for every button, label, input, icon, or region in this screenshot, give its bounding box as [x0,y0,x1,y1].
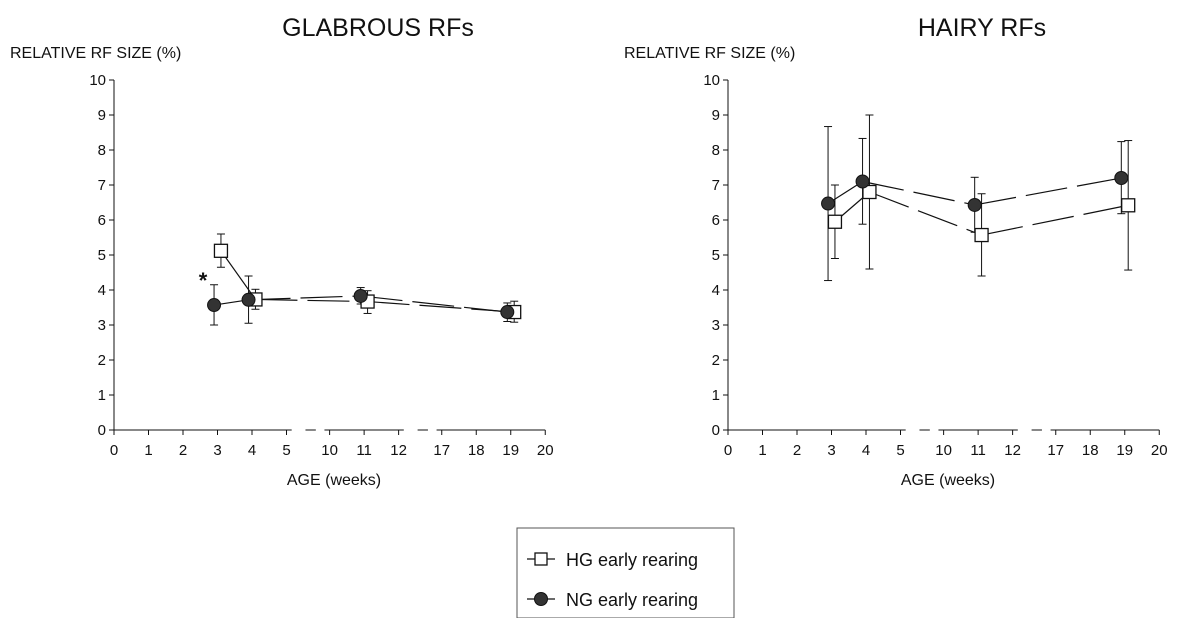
glabrous-x-tick-label: 1 [144,442,152,459]
glabrous-x-tick-label: 17 [433,442,450,459]
hairy-hg-point [827,214,843,229]
hairy-y-tick-label: 5 [712,247,720,264]
glabrous-y-tick-label: 7 [98,177,106,194]
hairy-y-tick-label: 10 [703,72,720,89]
glabrous-x-tick-label: 12 [390,442,407,459]
glabrous-y-tick-label: 9 [98,107,106,124]
hairy-ng-point [821,196,836,211]
glabrous-data-marks [207,233,522,326]
hairy-y-tick-label: 2 [712,352,720,369]
glabrous-series-1-segment [248,295,361,301]
hairy-data-marks [821,114,1136,282]
legend-square-icon [534,552,548,566]
legend-box [516,527,735,618]
glabrous-x-tick-label: 5 [282,442,290,459]
hairy-chart-title: HAIRY RFs [918,14,1046,42]
hairy-x-tick-label: 10 [935,442,952,459]
hairy-y-tick-label: 9 [712,107,720,124]
hairy-y-tick-label: 4 [712,282,720,299]
hairy-series-0-segment [981,204,1129,236]
glabrous-y-tick-label: 10 [89,72,106,89]
glabrous-y-tick-label: 4 [98,282,106,299]
glabrous-panel: GLABROUS RFs RELATIVE RF SIZE (%) AGE (w… [10,14,554,489]
hairy-hg-point [862,184,877,200]
legend-label-hg: HG early rearing [566,550,698,570]
glabrous-y-tick-label: 0 [98,422,106,439]
glabrous-x-tick-label: 11 [356,442,372,459]
glabrous-y-tick-label: 3 [98,317,106,334]
hairy-x-tick-label: 1 [758,442,766,459]
hairy-x-tick-label: 17 [1047,442,1064,459]
glabrous-chart-title: GLABROUS RFs [282,14,474,42]
hairy-axes [727,80,1160,431]
glabrous-series-1-segment [360,295,508,313]
legend: HG early rearing NG early rearing [516,527,735,618]
hairy-hg-point [1121,198,1136,213]
glabrous-x-tick-label: 3 [213,442,221,459]
glabrous-y-tick-label: 5 [98,247,106,264]
glabrous-series-0-segment [255,298,368,303]
hairy-y-tick-label: 6 [712,212,720,229]
glabrous-hg-point [213,243,229,258]
significance-asterisk: * [199,268,208,293]
glabrous-y-tick-label: 8 [98,142,106,159]
hairy-series-1-segment [862,180,975,206]
hairy-x-tick-label: 12 [1004,442,1021,459]
hairy-x-tick-label: 4 [862,442,870,459]
hairy-ng-point [1114,171,1129,185]
hairy-x-tick-label: 0 [724,442,732,459]
hairy-x-tick-label: 18 [1082,442,1099,459]
glabrous-x-tick-label: 10 [321,442,338,459]
hairy-ng-point [967,197,982,212]
glabrous-y-tick-label: 1 [98,387,106,404]
hairy-panel: HAIRY RFs RELATIVE RF SIZE (%) AGE (week… [624,14,1168,489]
glabrous-x-tick-label: 20 [537,442,554,459]
legend-circle-icon [534,592,548,606]
hairy-y-tick-label: 0 [712,422,720,439]
glabrous-x-tick-label: 19 [502,442,519,459]
hairy-y-tick-label: 3 [712,317,720,334]
hairy-y-tick-label: 7 [712,177,720,194]
glabrous-series-0-segment [220,250,256,300]
hairy-x-axis-label: AGE (weeks) [901,472,995,489]
legend-item-hg: HG early rearing [527,550,698,570]
glabrous-ng-point [500,305,515,320]
glabrous-y-tick-label: 6 [98,212,106,229]
legend-label-ng: NG early rearing [566,590,698,610]
glabrous-ng-point [207,298,222,313]
hairy-x-tick-label: 11 [970,442,986,459]
glabrous-ng-point [241,292,256,307]
hairy-y-tick-label: 1 [712,387,720,404]
glabrous-axes [113,80,546,431]
hairy-x-tick-label: 3 [827,442,835,459]
glabrous-series-lines [213,250,515,313]
hairy-x-tick-label: 5 [896,442,904,459]
hairy-hg-point [974,227,989,243]
glabrous-x-tick-label: 4 [248,442,256,459]
glabrous-y-tick-label: 2 [98,352,106,369]
hairy-x-tick-label: 2 [793,442,801,459]
glabrous-y-axis-label: RELATIVE RF SIZE (%) [10,45,181,62]
glabrous-ng-point [353,288,368,303]
hairy-y-axis-label: RELATIVE RF SIZE (%) [624,45,795,62]
hairy-x-tick-label: 19 [1116,442,1133,459]
glabrous-x-tick-label: 0 [110,442,118,459]
glabrous-x-tick-label: 2 [179,442,187,459]
hairy-y-tick-label: 8 [712,142,720,159]
glabrous-x-tick-label: 18 [468,442,485,459]
hairy-ng-point [855,174,870,189]
hairy-x-tick-label: 20 [1151,442,1168,459]
hairy-series-0-segment [869,191,982,236]
hairy-series-1-segment [974,177,1122,206]
legend-item-ng: NG early rearing [527,590,698,610]
glabrous-x-axis-label: AGE (weeks) [287,472,381,489]
